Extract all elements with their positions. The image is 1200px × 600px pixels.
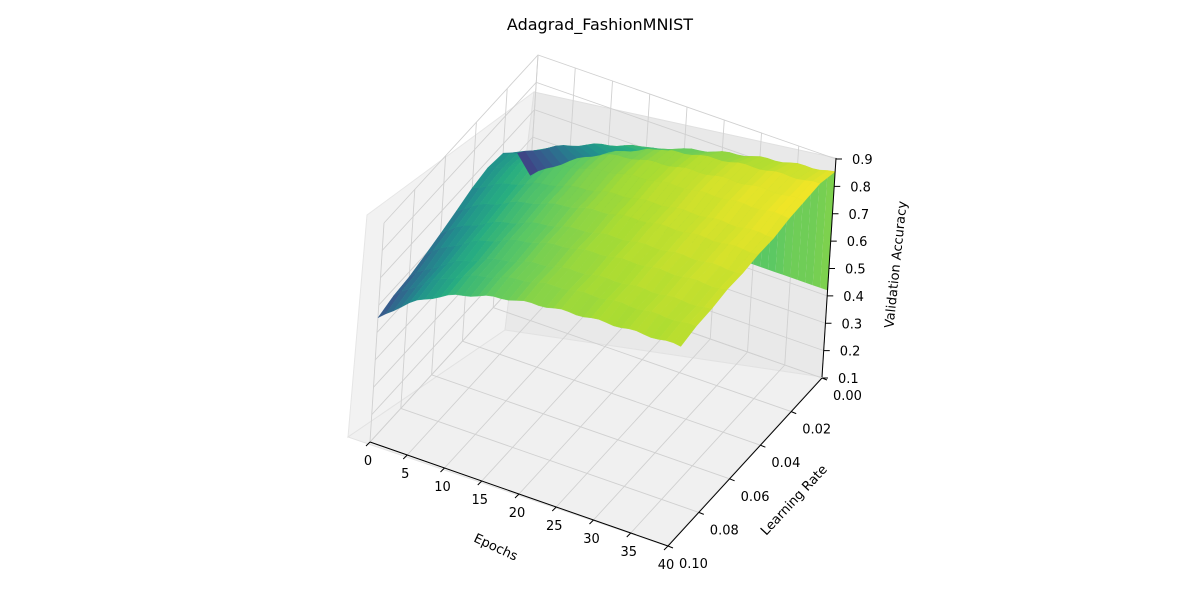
y-tick-mark xyxy=(729,478,735,482)
z-tick-label: 0.1 xyxy=(838,372,859,387)
z-tick-label: 0.9 xyxy=(852,153,873,168)
y-tick-mark xyxy=(698,511,704,515)
x-tick-mark xyxy=(402,454,408,460)
y-axis-line xyxy=(667,377,823,547)
x-tick-mark xyxy=(551,506,557,512)
x-tick-mark xyxy=(477,480,483,486)
y-tick-label: 0.00 xyxy=(833,389,862,404)
x-tick-mark xyxy=(365,441,371,447)
y-tick-mark xyxy=(760,444,766,448)
x-tick-mark xyxy=(589,519,594,525)
y-tick-label: 0.06 xyxy=(741,490,770,505)
z-tick-label: 0.7 xyxy=(849,208,870,223)
z-axis-label: Validation Accuracy xyxy=(882,200,910,329)
surface-face xyxy=(812,170,836,184)
x-tick-mark xyxy=(626,532,632,538)
z-tick-label: 0.5 xyxy=(845,263,866,278)
y-tick-mark xyxy=(667,545,674,549)
z-tick-label: 0.2 xyxy=(840,345,861,360)
x-tick-label: 10 xyxy=(434,480,451,495)
y-tick-label: 0.04 xyxy=(771,456,800,471)
x-axis-label: Epochs xyxy=(471,531,520,564)
x-tick-label: 35 xyxy=(620,545,637,560)
z-axis-line xyxy=(821,157,837,378)
y-tick-label: 0.02 xyxy=(802,423,831,438)
x-tick-label: 15 xyxy=(471,493,488,508)
z-tick-group: 0.1 0.2 0.3 0.4 0.5 0.6 0.7 0.8 0.9 xyxy=(822,153,873,387)
chart-title: Adagrad_FashionMNIST xyxy=(507,15,693,35)
x-tick-label: 30 xyxy=(583,532,600,547)
surface-face-side xyxy=(805,168,821,286)
surface-face-side xyxy=(820,170,836,291)
z-axis: 0.1 0.2 0.3 0.4 0.5 0.6 0.7 0.8 0.9 Validation A… xyxy=(821,153,911,387)
z-tick-label: 0.4 xyxy=(843,290,864,305)
x-tick-label: 0 xyxy=(364,454,372,469)
surface-plot xyxy=(377,143,836,347)
y-tick-mark xyxy=(791,411,797,415)
z-tick-label: 0.6 xyxy=(847,235,868,250)
y-tick-group: 0.00 0.02 0.04 0.06 0.08 0.10 xyxy=(667,377,862,572)
x-tick-group: 0 5 10 15 20 25 30 35 40 xyxy=(364,441,675,573)
x-tick-label: 40 xyxy=(658,558,675,573)
x-tick-label: 25 xyxy=(546,519,563,534)
x-tick-mark xyxy=(514,493,520,499)
x-tick-label: 20 xyxy=(509,506,526,521)
y-tick-label: 0.10 xyxy=(679,557,708,572)
x-tick-mark xyxy=(663,545,669,551)
grid-line-acc xyxy=(383,54,837,224)
x-tick-label: 5 xyxy=(401,467,409,482)
surface-face-side xyxy=(812,170,828,288)
y-tick-label: 0.08 xyxy=(710,523,739,538)
z-tick-label: 0.3 xyxy=(842,317,863,332)
z-tick-label: 0.8 xyxy=(850,180,871,195)
x-tick-mark xyxy=(440,467,445,473)
grid-line-acc xyxy=(381,81,835,251)
